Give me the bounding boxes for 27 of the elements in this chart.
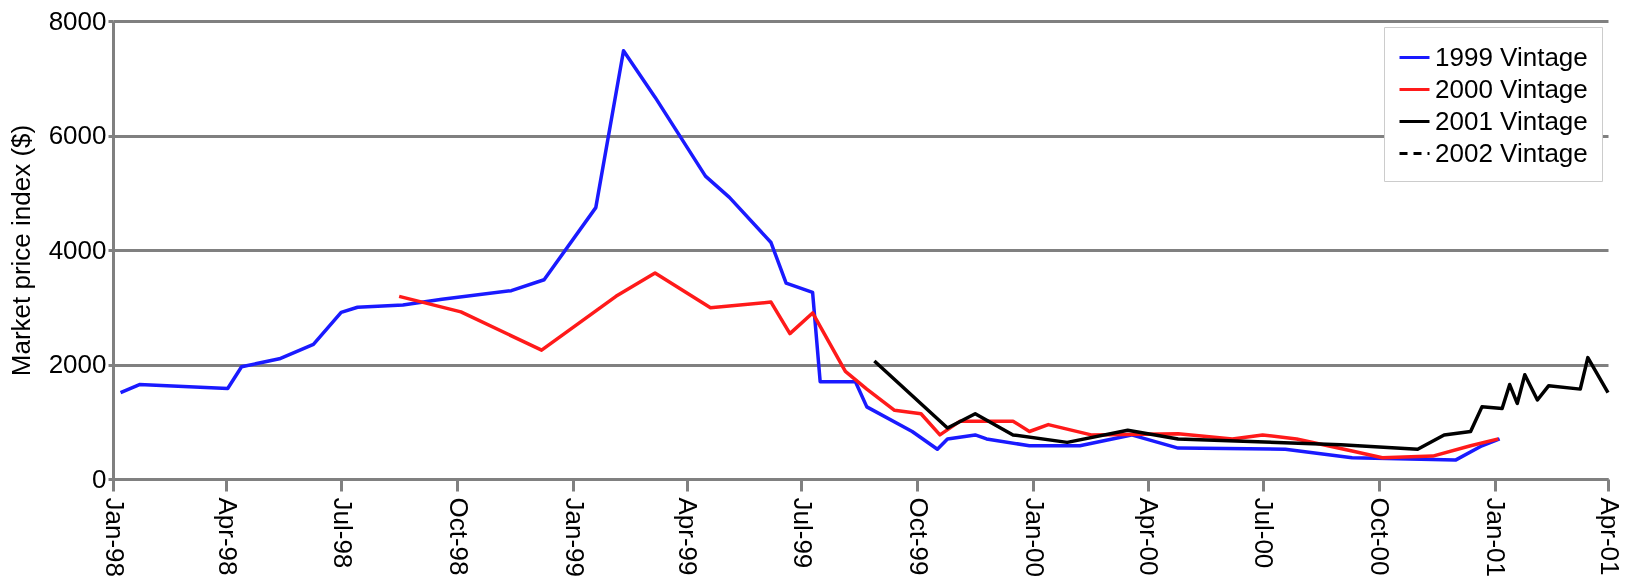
y-tick-label: 4000 bbox=[48, 234, 107, 265]
legend-label: 2001 Vintage bbox=[1435, 105, 1588, 136]
y-tick-label: 8000 bbox=[48, 5, 107, 36]
x-tick-label: Jul-99 bbox=[787, 497, 818, 569]
x-tick-label: Jul-00 bbox=[1249, 497, 1280, 569]
x-tick-label: Jan-01 bbox=[1481, 497, 1512, 577]
legend-label: 1999 Vintage bbox=[1435, 41, 1588, 72]
x-tick-label: Oct-99 bbox=[903, 497, 934, 576]
x-tick-label: Jul-98 bbox=[327, 497, 358, 569]
legend-label: 2000 Vintage bbox=[1435, 73, 1588, 104]
line-series bbox=[872, 355, 1610, 451]
x-tick-label: Apr-00 bbox=[1134, 497, 1165, 576]
x-tick-label: Apr-99 bbox=[673, 497, 704, 576]
x-tick-label: Jan-00 bbox=[1019, 497, 1050, 577]
x-tick-label: Jan-98 bbox=[99, 497, 130, 577]
line-series bbox=[397, 271, 1501, 460]
x-tick-label: Jan-99 bbox=[559, 497, 590, 577]
x-tick-label: Oct-98 bbox=[443, 497, 474, 576]
x-tick-label: Apr-98 bbox=[212, 497, 243, 576]
y-tick-label: 2000 bbox=[48, 349, 107, 379]
y-tick-label: 6000 bbox=[48, 120, 107, 150]
y-axis-title: Market price index ($) bbox=[5, 124, 36, 377]
legend-label: 2002 Vintage bbox=[1435, 137, 1588, 168]
line-series bbox=[118, 49, 1502, 462]
x-tick-label: Apr-01 bbox=[1594, 497, 1625, 576]
x-tick-label: Oct-00 bbox=[1365, 497, 1396, 576]
y-tick-label: 0 bbox=[92, 463, 107, 494]
